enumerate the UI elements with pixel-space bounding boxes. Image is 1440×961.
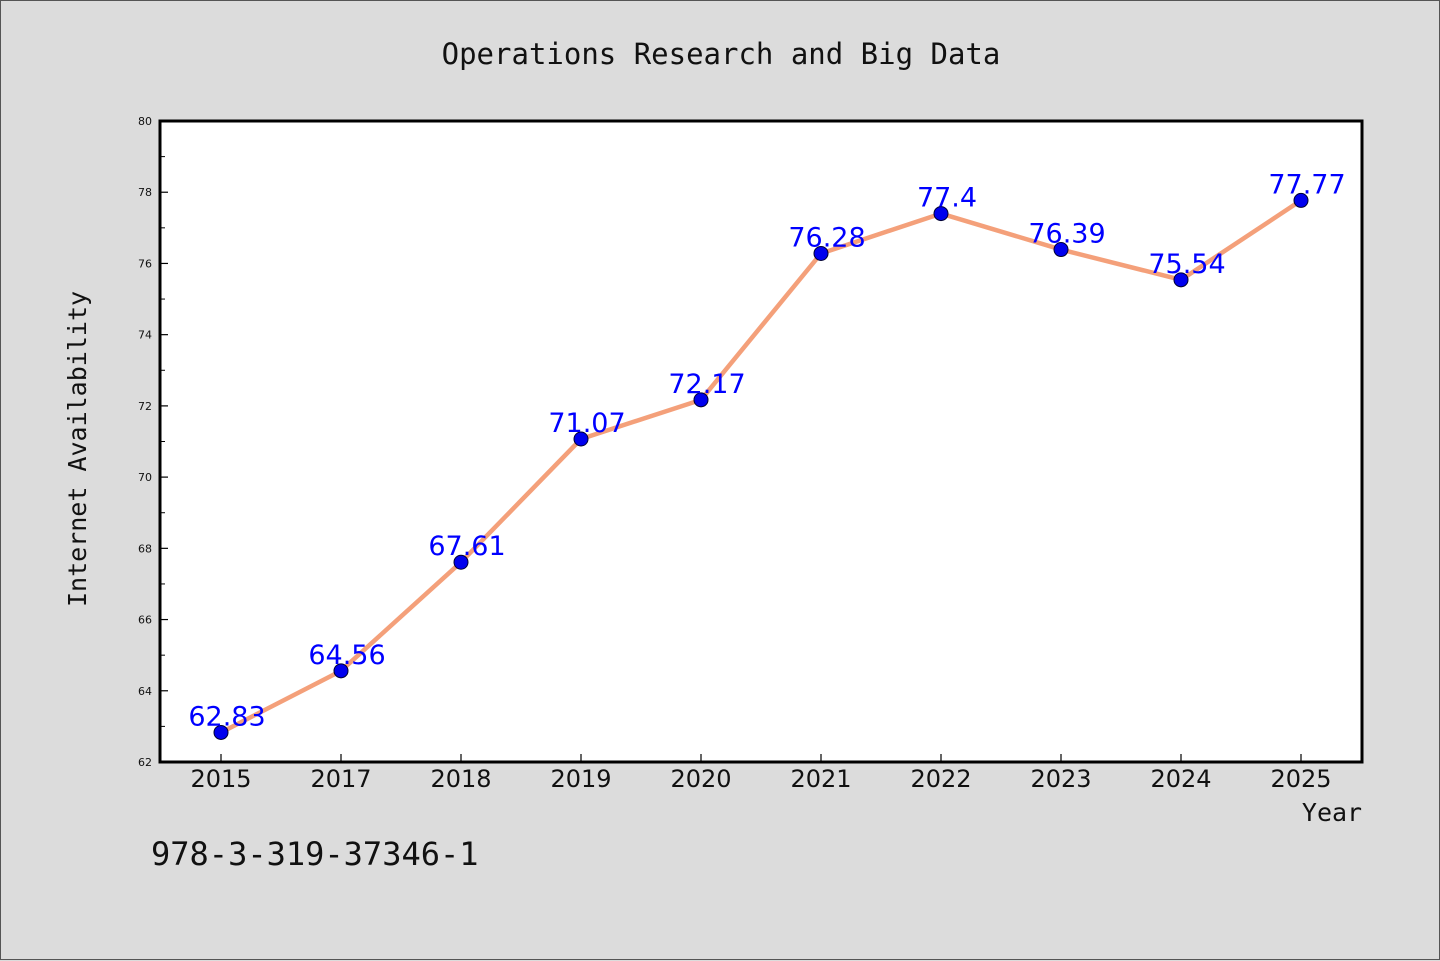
- data-point: [333, 663, 349, 679]
- series: 62.83 64.56 67.61 71.07 72.17 76.28 77.4 76.39 7…: [188, 169, 1346, 740]
- data-label: 72.17: [668, 369, 745, 400]
- y-tick-label: 72: [138, 400, 152, 413]
- y-tick-label: 70: [138, 471, 152, 484]
- y-tick-label: 74: [138, 329, 152, 342]
- data-point: [813, 245, 829, 261]
- x-tick-label: 2025: [1270, 765, 1331, 793]
- y-axis-label: Internet Availability: [63, 291, 92, 607]
- y-tick-label: 78: [138, 186, 152, 199]
- data-point: [573, 431, 589, 447]
- data-label: 64.56: [308, 640, 385, 671]
- data-label: 75.54: [1148, 249, 1225, 280]
- x-tick-label: 2021: [790, 765, 851, 793]
- x-axis-label: Year: [1302, 798, 1362, 827]
- y-tick-label: 62: [138, 756, 152, 769]
- data-label: 67.61: [428, 531, 505, 562]
- data-point: [453, 554, 469, 570]
- y-tick-label: 76: [138, 257, 152, 270]
- y-tick-label: 68: [138, 542, 152, 555]
- x-tick-label: 2017: [310, 765, 371, 793]
- y-tick-label: 80: [138, 115, 152, 128]
- x-tick-label: 2022: [910, 765, 971, 793]
- data-label: 62.83: [188, 701, 265, 732]
- x-tick-label: 2020: [670, 765, 731, 793]
- x-tick-label: 2024: [1150, 765, 1211, 793]
- data-point: [1173, 272, 1189, 288]
- x-axis: 2015 2017 2018 2019 2020 2021 2022 2023 2024 2025: [190, 754, 1332, 793]
- x-tick-label: 2015: [190, 765, 251, 793]
- data-label: 77.4: [917, 183, 977, 214]
- chart-title: Operations Research and Big Data: [442, 37, 1001, 71]
- x-tick-label: 2023: [1030, 765, 1091, 793]
- y-tick-label: 64: [138, 685, 152, 698]
- y-tick-label: 66: [138, 614, 152, 627]
- data-point: [1053, 242, 1069, 258]
- data-label: 76.28: [788, 222, 865, 253]
- series-line: [218, 198, 1304, 735]
- data-label: 76.39: [1028, 219, 1105, 250]
- data-point: [693, 392, 709, 408]
- data-point: [213, 724, 229, 740]
- isbn-annotation: 978-3-319-37346-1: [151, 835, 479, 873]
- x-tick-label: 2018: [430, 765, 491, 793]
- data-point: [933, 206, 949, 222]
- y-axis: 62 64 66 68 70 72 74 76 78 80: [138, 115, 168, 769]
- data-label: 77.77: [1268, 169, 1345, 200]
- data-label: 71.07: [548, 408, 625, 439]
- data-point: [1293, 192, 1309, 208]
- x-tick-label: 2019: [550, 765, 611, 793]
